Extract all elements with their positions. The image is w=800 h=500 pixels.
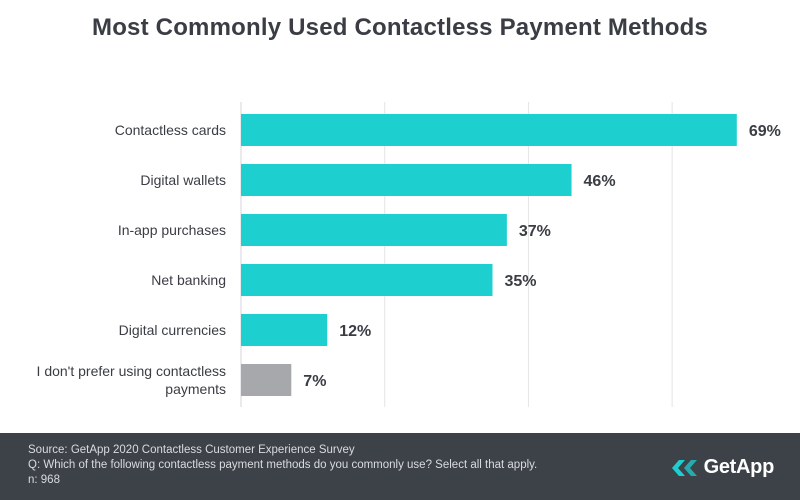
- category-label: In-app purchases: [118, 222, 226, 238]
- source-note: Source: GetApp 2020 Contactless Customer…: [28, 444, 355, 456]
- value-label: 12%: [339, 323, 371, 340]
- bar: [241, 114, 737, 146]
- getapp-logo[interactable]: GetApp: [671, 456, 775, 479]
- getapp-logo-icon: [671, 459, 697, 476]
- category-label: Net banking: [151, 272, 226, 288]
- question-note: Q: Which of the following contactless pa…: [28, 459, 538, 471]
- chart-title: Most Commonly Used Contactless Payment M…: [92, 14, 708, 41]
- bar-chart: Contactless cards 69% Digital wallets 46% In…: [37, 102, 781, 407]
- value-label: 37%: [519, 223, 551, 240]
- category-label: Digital wallets: [140, 172, 226, 188]
- bar: [241, 164, 572, 196]
- category-label: I don't prefer using contactless: [37, 363, 226, 379]
- value-label: 7%: [303, 373, 326, 390]
- category-label: payments: [165, 381, 226, 397]
- category-label: Contactless cards: [115, 122, 226, 138]
- value-label: 46%: [584, 173, 616, 190]
- value-label: 35%: [505, 273, 537, 290]
- getapp-logo-text: GetApp: [703, 456, 775, 478]
- category-label: Digital currencies: [119, 322, 226, 338]
- bar: [241, 214, 507, 246]
- value-label: 69%: [749, 123, 781, 140]
- footer: Source: GetApp 2020 Contactless Customer…: [0, 433, 800, 500]
- sample-size-note: n: 968: [28, 474, 60, 486]
- bar: [241, 314, 328, 346]
- bar: [241, 264, 493, 296]
- bar: [241, 364, 292, 396]
